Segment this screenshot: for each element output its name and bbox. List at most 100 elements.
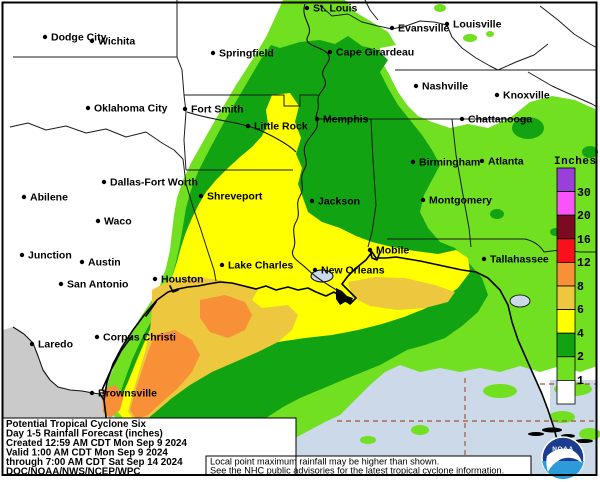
city-label: Cape Girardeau	[336, 47, 414, 59]
city-marker: Evansville	[389, 23, 450, 35]
info-line: Created 12:59 AM CDT Mon Sep 9 2024	[6, 438, 187, 449]
city-label: Abilene	[30, 192, 68, 204]
legend-tick: 1	[577, 375, 584, 388]
city-marker: Shreveport	[198, 191, 263, 203]
city-label: Evansville	[398, 23, 450, 35]
noaa-logo: NOAA	[541, 436, 585, 480]
city-marker: Chattanooga	[459, 114, 532, 126]
disclaimer-line: See the NHC public advisories for the la…	[210, 466, 504, 476]
city-marker: Mobile	[367, 245, 409, 257]
legend-tick: 6	[577, 304, 584, 317]
city-marker: New Orleans	[312, 265, 385, 277]
legend-swatch-12	[556, 238, 576, 263]
legend-title: Inches	[554, 156, 597, 168]
legend-tick: 2	[577, 351, 584, 364]
city-label: Corpus Christi	[103, 332, 176, 344]
city-label: Chattanooga	[468, 114, 532, 126]
info-line: through 7:00 AM CDT Sat Sep 14 2024	[6, 457, 183, 468]
city-marker: Fort Smith	[182, 104, 244, 116]
city-label: Waco	[104, 216, 132, 228]
city-marker: Louisville	[444, 19, 502, 31]
city-marker: Montgomery	[420, 195, 492, 207]
city-label: St. Louis	[313, 3, 357, 15]
city-marker: Springfield	[210, 48, 274, 60]
city-marker: Knoxville	[494, 90, 550, 102]
rain-8in-region-c	[102, 385, 124, 418]
legend-tick: 16	[577, 234, 591, 247]
info-line: Valid 1:00 AM CDT Mon Sep 9 2024	[6, 448, 168, 459]
city-marker: Cape Girardeau	[327, 47, 414, 59]
city-marker: Jackson	[309, 196, 360, 208]
city-marker: Dallas-Fort Worth	[101, 177, 198, 189]
city-label: Birmingham	[419, 157, 480, 169]
city-label: Junction	[28, 250, 72, 262]
legend-tick: 30	[577, 187, 591, 200]
legend-swatch-0	[556, 379, 576, 405]
info-line: Potential Tropical Cyclone Six	[6, 419, 146, 430]
city-label: Memphis	[323, 114, 369, 126]
city-marker: Nashville	[413, 81, 468, 93]
city-label: Springfield	[219, 48, 274, 60]
arkansas-river	[186, 111, 297, 153]
city-markers: Dodge City Wichita Springfield St. Louis…	[19, 3, 550, 400]
city-marker: San Antonio	[58, 279, 128, 291]
city-label: Knoxville	[503, 90, 550, 102]
city-label: Shreveport	[207, 191, 263, 203]
rain-8in-region-b	[130, 330, 200, 419]
city-label: Mobile	[376, 245, 409, 257]
legend-swatch-16	[556, 214, 576, 240]
rivers	[12, 3, 348, 395]
city-label: Lake Charles	[228, 260, 294, 272]
city-marker: Oklahoma City	[85, 103, 168, 115]
city-marker: Tallahassee	[481, 254, 549, 266]
city-label: Louisville	[453, 19, 502, 31]
city-label: Laredo	[38, 339, 73, 351]
disclaimer-box: Local point maximum rainfall may be high…	[205, 455, 532, 476]
legend-swatch-6	[556, 285, 576, 311]
city-marker: Corpus Christi	[94, 332, 176, 344]
state-borders	[9, 0, 598, 282]
info-line: Day 1-5 Rainfall Forecast (inches)	[6, 429, 163, 440]
noaa-bird-icon	[546, 448, 582, 472]
city-marker: Junction	[19, 250, 72, 262]
legend-swatch-8	[556, 261, 576, 287]
city-marker: St. Louis	[304, 3, 357, 15]
city-label: Houston	[161, 274, 204, 286]
city-label: Oklahoma City	[94, 103, 168, 115]
info-line: DOC/NOAA/NWS/NCEP/WPC	[6, 467, 140, 478]
city-label: Wichita	[98, 36, 135, 48]
legend-tick: 8	[577, 281, 584, 294]
apalachee-bay	[509, 294, 531, 308]
city-label: Austin	[88, 257, 121, 269]
rio-grande-river	[12, 326, 101, 395]
city-marker: Wichita	[89, 36, 135, 48]
city-label: Atlanta	[488, 156, 524, 168]
legend-swatch-1	[556, 356, 576, 381]
city-marker: Laredo	[29, 339, 73, 351]
rain-8in-region-a	[200, 295, 252, 338]
city-label: Fort Smith	[191, 104, 244, 116]
city-marker: Birmingham	[410, 157, 480, 169]
legend-tick: 12	[577, 257, 591, 270]
barrier-islands	[101, 249, 381, 391]
lake-pontchartrain	[310, 269, 334, 283]
city-label: Tallahassee	[490, 254, 549, 266]
legend-swatch-30plus	[556, 167, 576, 193]
city-marker: Dodge City	[42, 32, 107, 44]
rain-6in-region-east	[348, 277, 455, 310]
legend-swatch-20	[556, 191, 576, 216]
city-marker: Little Rock	[245, 121, 308, 133]
legend-tick: 4	[577, 328, 584, 341]
city-label: San Antonio	[67, 279, 128, 291]
city-label: New Orleans	[321, 265, 385, 277]
noaa-logo-text: NOAA	[552, 446, 574, 453]
city-marker: Houston	[152, 274, 204, 286]
mississippi-river	[291, 3, 348, 299]
city-marker: Lake Charles	[219, 260, 294, 272]
city-label: Brownsville	[98, 388, 157, 400]
city-marker: Austin	[79, 257, 121, 269]
city-marker: Memphis	[314, 114, 369, 126]
